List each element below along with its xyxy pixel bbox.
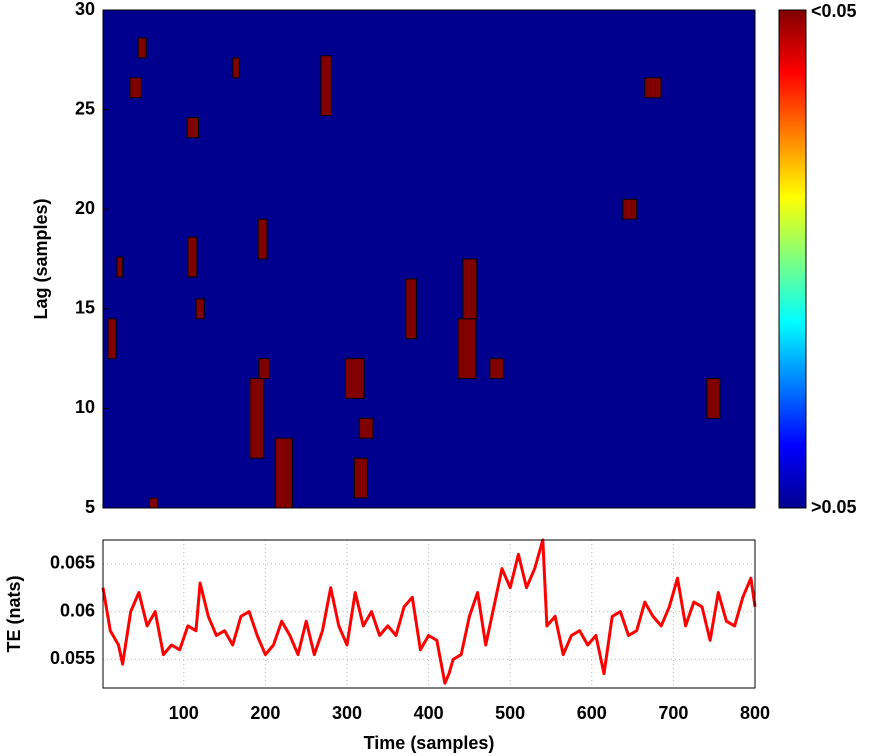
- x-tick-label: 200: [250, 703, 280, 723]
- y-tick-label: 20: [75, 198, 95, 218]
- y-tick-label: 0.055: [50, 648, 95, 668]
- significant-region: [320, 55, 332, 117]
- significant-region: [344, 358, 365, 399]
- significant-region: [489, 358, 505, 380]
- significant-region: [457, 318, 477, 380]
- significant-region: [462, 258, 478, 320]
- y-tick-label: 30: [75, 0, 95, 19]
- plot-frame: [102, 9, 756, 509]
- significant-region: [358, 417, 374, 439]
- significant-region: [149, 497, 159, 509]
- significant-region: [258, 358, 270, 380]
- significant-region: [116, 256, 124, 278]
- significant-region: [187, 236, 198, 278]
- y-tick-label: 15: [75, 298, 95, 318]
- plot-frame: [102, 539, 756, 689]
- significant-region: [107, 318, 117, 360]
- y-axis-label: Lag (samples): [31, 198, 51, 319]
- x-tick-label: 100: [169, 703, 199, 723]
- significant-region: [405, 278, 417, 340]
- colorbar-label: <0.05: [811, 1, 857, 21]
- x-tick-label: 600: [577, 703, 607, 723]
- x-tick-label: 700: [658, 703, 688, 723]
- significant-region: [186, 117, 199, 138]
- y-tick-label: 10: [75, 397, 95, 417]
- x-tick-label: 500: [495, 703, 525, 723]
- y-tick-label: 5: [85, 497, 95, 517]
- significant-region: [257, 218, 268, 260]
- te-line: [101, 538, 757, 685]
- y-tick-label: 25: [75, 98, 95, 118]
- plot-area: [103, 540, 755, 688]
- significant-region: [622, 198, 638, 220]
- significant-region: [137, 37, 147, 59]
- significant-region: [706, 378, 721, 419]
- significant-region: [274, 437, 293, 509]
- significant-region: [353, 457, 368, 499]
- x-tick-label: 400: [414, 703, 444, 723]
- significant-region: [129, 77, 142, 99]
- x-axis-label: Time (samples): [364, 733, 495, 753]
- x-tick-label: 300: [332, 703, 362, 723]
- significant-region: [195, 298, 205, 320]
- x-tick-label: 800: [740, 703, 770, 723]
- y-axis-label: TE (nats): [4, 575, 24, 652]
- colorbar: [778, 9, 807, 509]
- colorbar-label: >0.05: [811, 497, 857, 517]
- y-tick-label: 0.065: [50, 553, 95, 573]
- significant-region: [232, 57, 240, 79]
- significant-region: [249, 378, 265, 459]
- significant-region: [644, 77, 662, 99]
- y-tick-label: 0.06: [60, 600, 95, 620]
